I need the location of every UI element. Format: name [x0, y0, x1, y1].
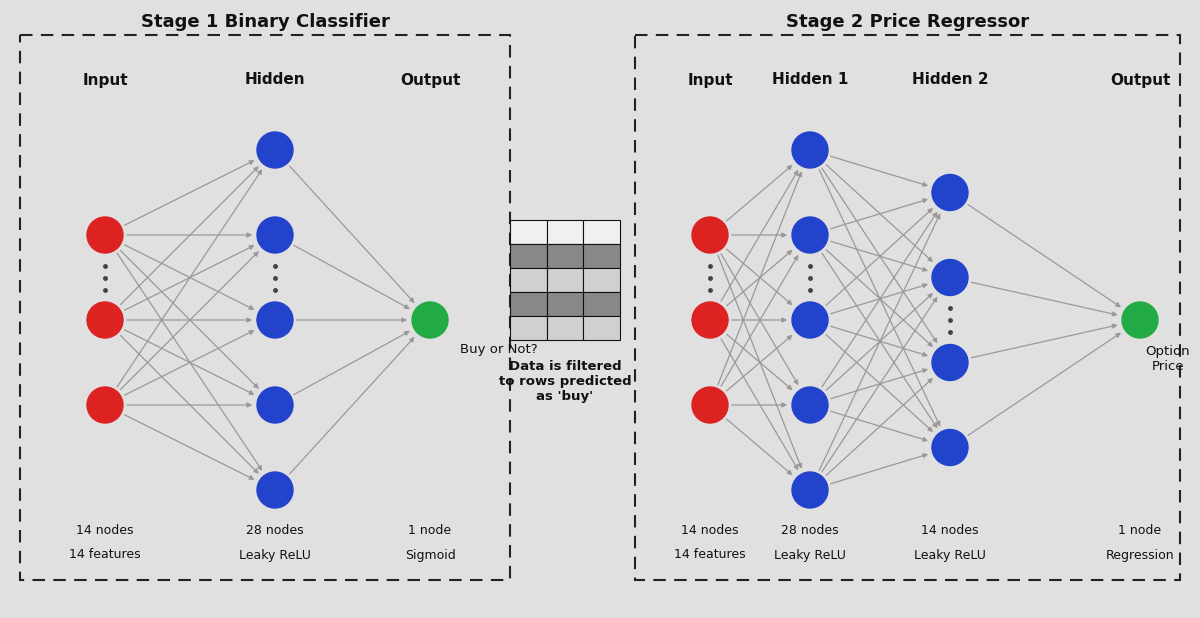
- Circle shape: [692, 302, 728, 338]
- Text: Hidden 1: Hidden 1: [772, 72, 848, 88]
- Bar: [583, 316, 620, 340]
- Circle shape: [1122, 302, 1158, 338]
- Circle shape: [792, 387, 828, 423]
- Text: 1 node: 1 node: [408, 523, 451, 536]
- Text: Stage 1 Binary Classifier: Stage 1 Binary Classifier: [140, 13, 390, 31]
- Text: Regression: Regression: [1105, 549, 1175, 562]
- Text: 14 nodes: 14 nodes: [77, 523, 133, 536]
- Text: Input: Input: [82, 72, 128, 88]
- Circle shape: [792, 472, 828, 508]
- Bar: [583, 292, 620, 316]
- Text: Option
Price: Option Price: [1146, 345, 1190, 373]
- Text: Stage 2 Price Regressor: Stage 2 Price Regressor: [786, 13, 1030, 31]
- Circle shape: [257, 387, 293, 423]
- Text: 1 node: 1 node: [1118, 523, 1162, 536]
- Circle shape: [792, 217, 828, 253]
- Text: Output: Output: [400, 72, 460, 88]
- Text: Leaky ReLU: Leaky ReLU: [239, 549, 311, 562]
- Text: 14 nodes: 14 nodes: [922, 523, 979, 536]
- Bar: [510, 220, 547, 244]
- Bar: [583, 268, 620, 292]
- Text: 14 features: 14 features: [70, 549, 140, 562]
- Circle shape: [932, 260, 968, 295]
- Bar: [547, 244, 583, 268]
- Circle shape: [792, 302, 828, 338]
- Bar: [547, 292, 583, 316]
- Text: 14 features: 14 features: [674, 549, 746, 562]
- Bar: [547, 268, 583, 292]
- Circle shape: [257, 302, 293, 338]
- Text: Buy or Not?: Buy or Not?: [460, 344, 538, 357]
- Circle shape: [412, 302, 448, 338]
- Circle shape: [932, 344, 968, 381]
- Text: Sigmoid: Sigmoid: [404, 549, 455, 562]
- Circle shape: [692, 387, 728, 423]
- Circle shape: [692, 217, 728, 253]
- Circle shape: [932, 430, 968, 465]
- Circle shape: [257, 472, 293, 508]
- Bar: [20, 35, 510, 580]
- Circle shape: [932, 174, 968, 211]
- Text: Hidden: Hidden: [245, 72, 305, 88]
- Text: Data is filtered
to rows predicted
as 'buy': Data is filtered to rows predicted as 'b…: [499, 360, 631, 403]
- Bar: [547, 316, 583, 340]
- Bar: [510, 268, 547, 292]
- Bar: [510, 316, 547, 340]
- Text: 28 nodes: 28 nodes: [781, 523, 839, 536]
- Bar: [635, 35, 1180, 580]
- Bar: [583, 244, 620, 268]
- Text: Hidden 2: Hidden 2: [912, 72, 989, 88]
- Text: 14 nodes: 14 nodes: [682, 523, 739, 536]
- Bar: [510, 292, 547, 316]
- Text: Input: Input: [688, 72, 733, 88]
- Text: 28 nodes: 28 nodes: [246, 523, 304, 536]
- Circle shape: [88, 217, 124, 253]
- Text: Leaky ReLU: Leaky ReLU: [914, 549, 986, 562]
- Circle shape: [88, 387, 124, 423]
- Bar: [583, 220, 620, 244]
- Bar: [510, 244, 547, 268]
- Text: Output: Output: [1110, 72, 1170, 88]
- Circle shape: [257, 217, 293, 253]
- Circle shape: [88, 302, 124, 338]
- Bar: [547, 220, 583, 244]
- Text: Leaky ReLU: Leaky ReLU: [774, 549, 846, 562]
- Circle shape: [792, 132, 828, 168]
- Circle shape: [257, 132, 293, 168]
